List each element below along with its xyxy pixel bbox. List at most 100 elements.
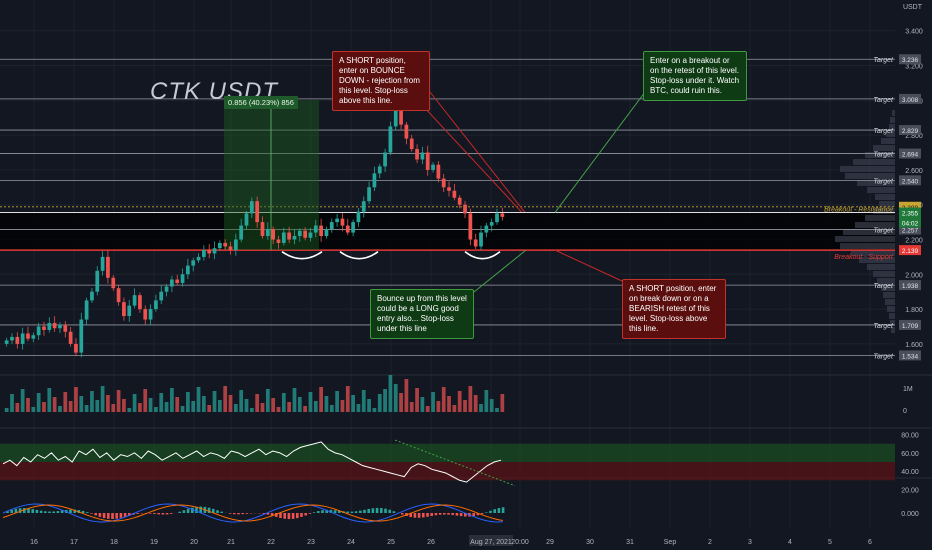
time-tick: 2 <box>708 539 712 546</box>
target-tag-bg <box>899 175 921 186</box>
candle-body <box>335 218 339 223</box>
macd-bar <box>476 513 480 516</box>
candle-body <box>297 230 302 237</box>
volume-bar <box>36 393 41 412</box>
macd-bar <box>262 513 265 514</box>
macd-bar <box>23 508 26 513</box>
macd-bar <box>279 513 282 518</box>
macd-bar <box>241 513 244 515</box>
volume-profile-bar <box>883 292 895 298</box>
macd-bar <box>56 511 60 513</box>
volume-bar <box>255 394 260 412</box>
candle-body <box>143 309 148 320</box>
note-short-breakdown[interactable]: A SHORT position, enter on break down or… <box>622 279 726 339</box>
macd-bar <box>6 511 9 513</box>
volume-bar <box>79 396 84 412</box>
volume-bar <box>122 399 126 412</box>
macd-bar <box>497 508 501 513</box>
macd-bar <box>207 507 211 513</box>
volume-profile-bar <box>889 313 895 319</box>
candle-body <box>457 197 462 205</box>
volume-bar <box>271 398 276 412</box>
candle-body <box>223 242 228 247</box>
volume-bar <box>473 395 478 412</box>
volume-bar <box>175 397 180 412</box>
volume-bar <box>415 388 419 412</box>
volume-profile-bar <box>873 271 895 277</box>
candle-body <box>233 239 238 250</box>
volume-bar <box>319 387 323 412</box>
volume-bar <box>180 406 185 412</box>
macd-bar <box>220 511 223 513</box>
time-highlight-bg <box>469 535 513 546</box>
macd-bar <box>317 511 320 513</box>
volume-bar <box>26 398 30 412</box>
volume-bar <box>154 407 158 412</box>
measure-label: 0.856 (40.23%) 856 <box>224 96 298 109</box>
candle-body <box>367 187 371 202</box>
target-tag-bg <box>899 93 921 104</box>
macd-bar <box>191 507 194 513</box>
time-tick: 16 <box>30 539 38 546</box>
candle-body <box>116 288 121 303</box>
macd-bar <box>81 510 85 513</box>
macd-bar <box>401 513 404 515</box>
macd-bar <box>417 513 421 518</box>
volume-bar <box>239 390 244 412</box>
target-tag-bg <box>899 148 921 159</box>
candle-body <box>308 232 313 238</box>
candle-body <box>409 138 414 150</box>
target-tag: 2.257 <box>902 228 919 235</box>
macd-bar <box>107 513 110 519</box>
target-tag-bg <box>899 280 921 291</box>
candle-body <box>122 302 126 317</box>
bounce-arc <box>339 251 379 260</box>
note-short-bounce[interactable]: A SHORT position, enter on BOUNCE DOWN -… <box>332 51 430 111</box>
macd-bar <box>182 510 186 513</box>
candle-body <box>393 109 398 127</box>
volume-bar <box>207 405 212 412</box>
volume-profile-bar <box>879 201 895 207</box>
connector-line <box>473 249 527 293</box>
volume-profile-bar <box>867 187 895 193</box>
candle-body <box>132 295 137 306</box>
volume-bar <box>132 394 137 412</box>
volume-bar <box>68 401 73 412</box>
macd-bar <box>123 513 127 517</box>
candle-body <box>468 213 473 240</box>
volume-bar <box>111 404 116 412</box>
volume-bar <box>217 400 222 412</box>
candle-body <box>52 323 57 329</box>
volume-bar <box>463 400 467 412</box>
volume-profile-bar <box>840 166 895 172</box>
note-breakout-long[interactable]: Enter on a breakout or on the retest of … <box>643 51 747 101</box>
macd-bar <box>447 513 450 515</box>
macd-bar <box>86 512 89 513</box>
candle-body <box>148 309 153 320</box>
macd-bar <box>178 511 181 513</box>
volume-tick: 1M <box>903 386 913 393</box>
candle-body <box>4 340 9 344</box>
volume-profile-bar <box>853 159 895 165</box>
macd-bar <box>98 513 102 517</box>
volume-bar <box>436 401 441 412</box>
volume-bar <box>500 394 505 412</box>
macd-bar <box>291 513 295 519</box>
candle-body <box>255 201 260 223</box>
countdown-bg <box>899 217 921 228</box>
volume-bar <box>138 403 142 412</box>
macd-bar <box>119 513 123 518</box>
candle-body <box>495 213 499 223</box>
time-tick: 29 <box>546 539 554 546</box>
macd-bar <box>380 508 383 513</box>
note-bounce-long[interactable]: Bounce up from this level could be a LON… <box>370 289 474 339</box>
target-label: Target <box>873 283 894 290</box>
volume-profile-bar <box>891 327 895 333</box>
volume-bar <box>52 397 57 412</box>
candle-body <box>90 291 94 301</box>
volume-bar <box>10 394 14 412</box>
macd-bar <box>27 508 30 513</box>
target-label: Target <box>873 57 894 64</box>
candle-body <box>324 229 329 237</box>
